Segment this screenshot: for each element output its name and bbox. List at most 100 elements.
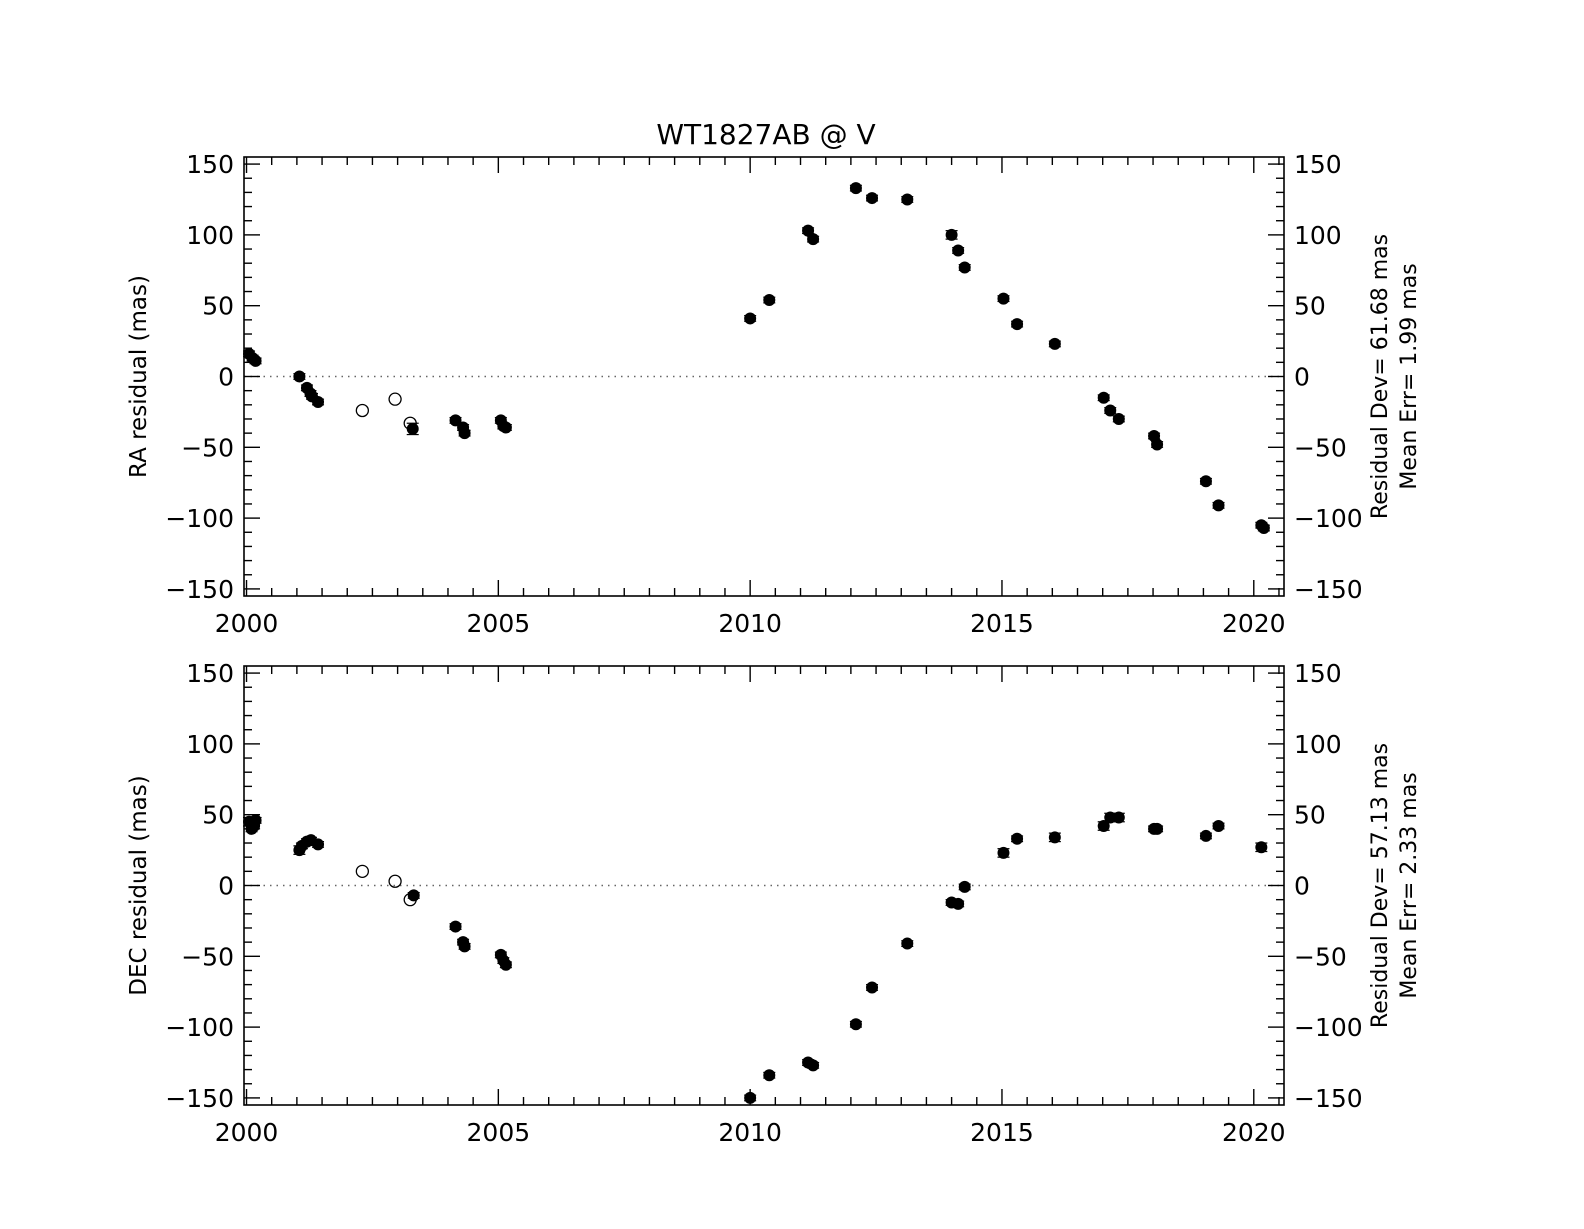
- y-tick-label-right: −150: [1294, 575, 1363, 604]
- data-point-filled: [1011, 832, 1024, 845]
- x-tick-label: 2015: [970, 1118, 1034, 1147]
- y-tick-label-right: 50: [1294, 292, 1326, 321]
- data-point-filled: [1097, 391, 1110, 404]
- data-point-filled: [1199, 829, 1212, 842]
- data-point-filled: [499, 958, 512, 971]
- data-point-filled: [1097, 820, 1110, 833]
- data-point-filled: [763, 1069, 776, 1082]
- y-tick-label-left: 150: [186, 150, 234, 179]
- x-tick-label: 2020: [1222, 1118, 1286, 1147]
- x-tick-label: 2000: [215, 1118, 279, 1147]
- chart-title: WT1827AB @ V: [656, 118, 875, 151]
- residual-dev-text: Residual Dev= 61.68 mas: [1368, 234, 1393, 519]
- y-tick-label-left: −50: [181, 433, 234, 462]
- data-point-filled: [249, 354, 262, 367]
- data-point-filled: [458, 940, 471, 953]
- y-axis-title: DEC residual (mas): [126, 775, 152, 996]
- data-point-filled: [901, 937, 914, 950]
- data-point-filled: [952, 244, 965, 257]
- data-point-filled: [1112, 811, 1125, 824]
- x-tick-label: 2000: [215, 609, 279, 638]
- data-point-filled: [1257, 522, 1270, 535]
- x-tick-label: 2010: [718, 1118, 782, 1147]
- data-point-filled: [499, 421, 512, 434]
- data-point-filled: [458, 427, 471, 440]
- y-tick-label-left: −150: [165, 1084, 234, 1113]
- data-point-filled: [1212, 820, 1225, 833]
- data-point-open: [388, 392, 402, 406]
- data-point-open: [388, 874, 402, 888]
- data-point-filled: [945, 228, 958, 241]
- data-point-filled: [312, 395, 325, 408]
- y-tick-label-left: 0: [218, 872, 234, 901]
- y-tick-label-right: −150: [1294, 1084, 1363, 1113]
- data-point-open: [403, 416, 417, 430]
- panel-2: 2000 2005 2010 2015 2020 −150 −150 −100 −100 −50 −…: [126, 659, 1422, 1147]
- x-tick-label: 2005: [467, 609, 531, 638]
- data-point-filled: [1255, 841, 1268, 854]
- y-tick-label-right: 100: [1294, 730, 1342, 759]
- mean-err-text: Mean Err= 1.99 mas: [1397, 263, 1422, 489]
- data-point-filled: [1151, 822, 1164, 835]
- data-point-filled: [1048, 337, 1061, 350]
- y-tick-label-right: 0: [1294, 363, 1310, 392]
- y-tick-label-left: 150: [186, 659, 234, 688]
- y-tick-label-right: 50: [1294, 801, 1326, 830]
- data-point-filled: [901, 193, 914, 206]
- y-tick-label-left: 100: [186, 730, 234, 759]
- data-point-filled: [744, 312, 757, 325]
- y-tick-label-right: −100: [1294, 1013, 1363, 1042]
- x-tick-label: 2010: [718, 609, 782, 638]
- data-point-filled: [958, 880, 971, 893]
- x-tick-label: 2005: [467, 1118, 531, 1147]
- mean-err-text: Mean Err= 2.33 mas: [1397, 772, 1422, 998]
- data-point-filled: [997, 846, 1010, 859]
- y-tick-label-right: 150: [1294, 150, 1342, 179]
- data-point-open: [403, 893, 417, 907]
- y-tick-label-left: 50: [202, 292, 234, 321]
- data-point-filled: [866, 192, 879, 205]
- y-tick-label-left: −50: [181, 942, 234, 971]
- data-point-open: [355, 403, 370, 418]
- data-point-filled: [449, 920, 462, 933]
- data-point-filled: [1199, 475, 1212, 488]
- y-tick-label-left: 0: [218, 363, 234, 392]
- data-point-filled: [1104, 811, 1117, 824]
- x-tick-label: 2020: [1222, 609, 1286, 638]
- data-point-filled: [293, 370, 306, 383]
- y-tick-label-left: −100: [165, 1013, 234, 1042]
- y-tick-label-right: 100: [1294, 221, 1342, 250]
- y-tick-label-right: −50: [1294, 942, 1347, 971]
- data-point-filled: [958, 261, 971, 274]
- data-point-filled: [1112, 412, 1125, 425]
- data-point-filled: [866, 981, 879, 994]
- data-point-filled: [1151, 438, 1164, 451]
- residual-dev-text: Residual Dev= 57.13 mas: [1368, 743, 1393, 1028]
- data-point-filled: [744, 1091, 757, 1104]
- data-point-filled: [849, 182, 862, 195]
- data-point-filled: [849, 1018, 862, 1031]
- data-point-filled: [952, 897, 965, 910]
- data-point-filled: [1212, 499, 1225, 512]
- y-tick-label-left: −100: [165, 504, 234, 533]
- y-axis-title: RA residual (mas): [126, 275, 152, 478]
- panel-1: 2000 2005 2010 2015 2020 −150 −150 −100 −100 −50 −…: [126, 150, 1422, 638]
- data-point-filled: [249, 814, 262, 827]
- data-point-filled: [1011, 318, 1024, 331]
- y-tick-label-left: 50: [202, 801, 234, 830]
- data-point-filled: [997, 292, 1010, 305]
- y-tick-label-right: 0: [1294, 872, 1310, 901]
- panels: 2000 2005 2010 2015 2020 −150 −150 −100 −100 −50 −…: [126, 150, 1422, 1147]
- data-point-filled: [449, 414, 462, 427]
- y-tick-label-right: −50: [1294, 433, 1347, 462]
- y-tick-label-right: −100: [1294, 504, 1363, 533]
- y-tick-label-left: 100: [186, 221, 234, 250]
- data-point-open: [355, 864, 370, 878]
- y-tick-label-left: −150: [165, 575, 234, 604]
- data-point-filled: [1048, 831, 1061, 844]
- data-point-filled: [807, 233, 820, 246]
- y-tick-label-right: 150: [1294, 659, 1342, 688]
- data-point-filled: [807, 1059, 820, 1072]
